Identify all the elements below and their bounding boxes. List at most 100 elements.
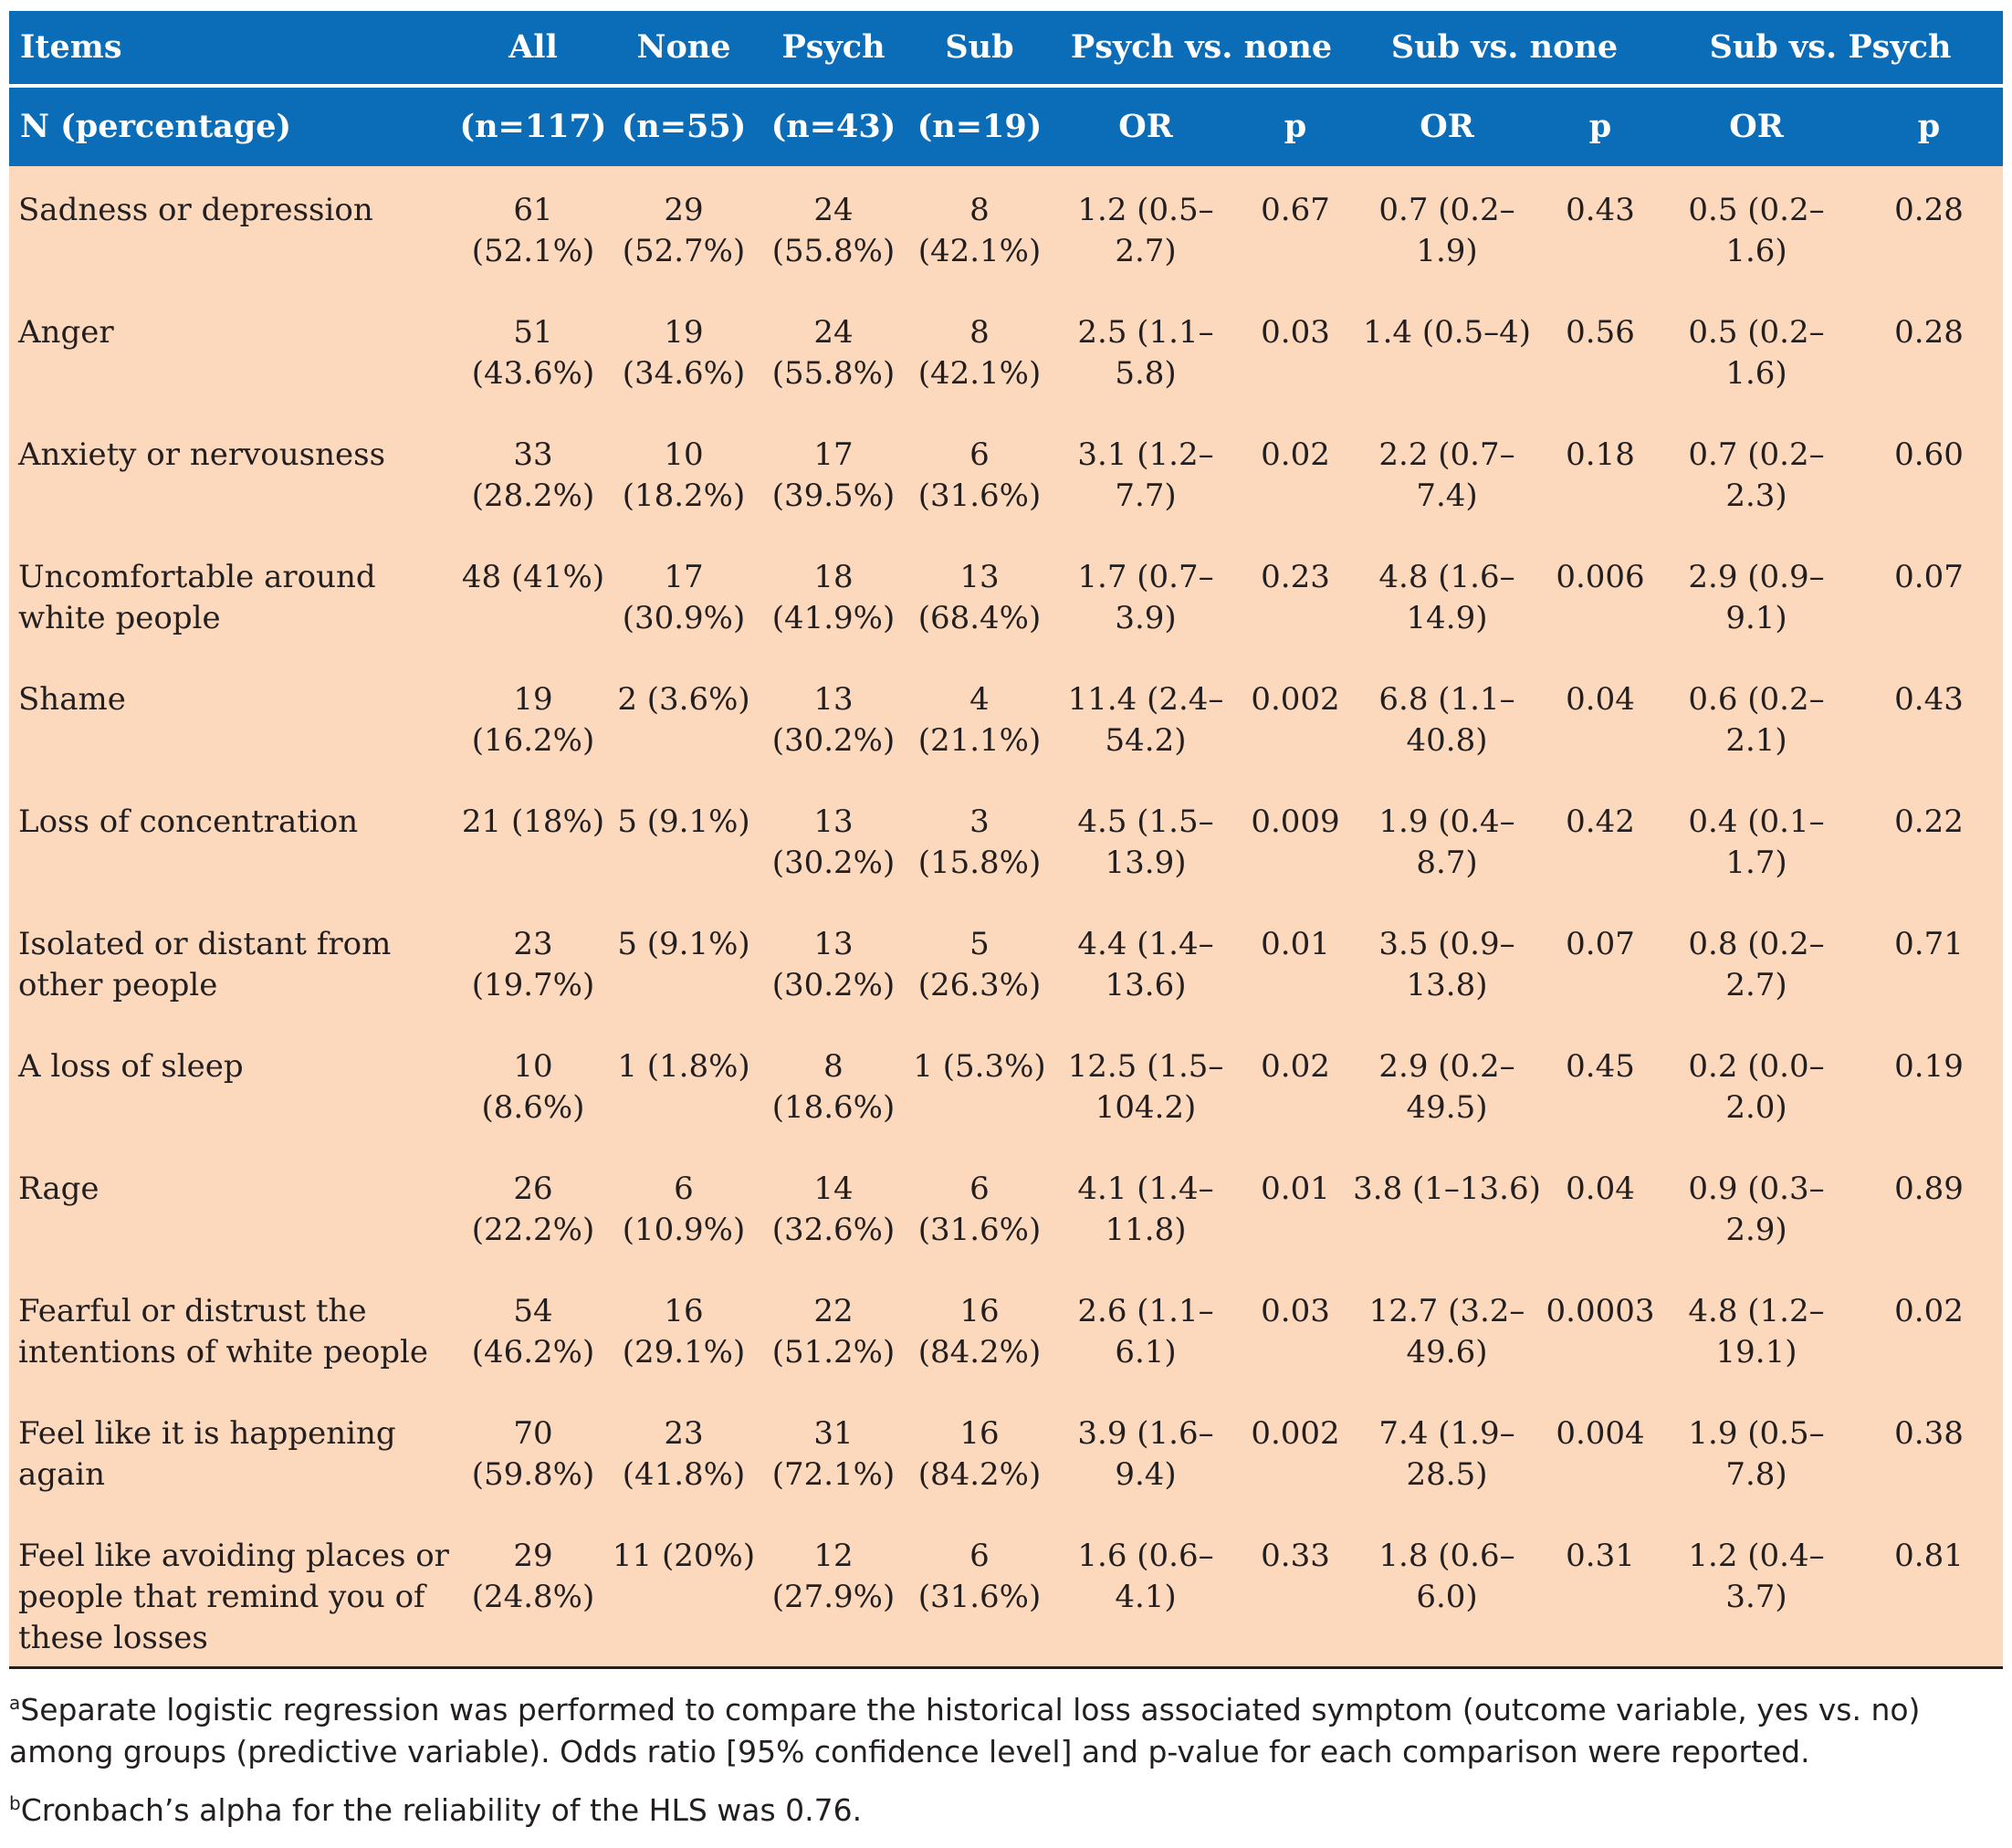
all-cell: 70 (59.8%) — [471, 1415, 595, 1493]
or-sub-psych-cell: 0.5 (0.2–1.6) — [1688, 314, 1825, 392]
sub-cell: 8 (42.1%) — [917, 314, 1042, 392]
header-n-percentage: N (percentage) — [20, 108, 292, 145]
item-cell: Anger — [18, 314, 114, 351]
p-psych-none-cell: 0.01 — [1261, 926, 1330, 962]
psych-cell: 22 (51.2%) — [771, 1293, 896, 1370]
or-sub-psych-cell: 0.7 (0.2–2.3) — [1688, 436, 1825, 514]
header-p-sub-none: p — [1588, 108, 1612, 145]
p-psych-none-cell: 0.01 — [1261, 1171, 1330, 1207]
p-sub-psych-cell: 0.28 — [1894, 192, 1964, 228]
header-or-sub-none: OR — [1420, 108, 1474, 145]
header-all: All — [458, 11, 608, 88]
table-row: Anxiety or nervousness 33 (28.2%) 10 (18.2… — [9, 415, 2003, 537]
or-psych-none-cell: 4.1 (1.4–11.8) — [1077, 1171, 1214, 1248]
header-psych: Psych — [760, 11, 907, 88]
p-sub-none-cell: 0.0003 — [1546, 1293, 1655, 1329]
item-cell: Sadness or depression — [18, 192, 373, 228]
p-sub-psych-cell: 0.38 — [1894, 1415, 1964, 1452]
table-footnotes: aSeparate logistic regression was perfor… — [9, 1689, 2003, 1832]
p-sub-psych-cell: 0.22 — [1894, 803, 1964, 840]
sub-cell: 6 (31.6%) — [917, 1171, 1042, 1248]
or-psych-none-cell: 2.5 (1.1–5.8) — [1077, 314, 1214, 392]
or-sub-none-cell: 0.7 (0.2–1.9) — [1378, 192, 1515, 269]
header-n-none: (n=55) — [621, 108, 747, 145]
header-n-all: (n=117) — [459, 108, 607, 145]
or-sub-none-cell: 2.2 (0.7–7.4) — [1378, 436, 1515, 514]
item-cell: Anxiety or nervousness — [18, 436, 386, 473]
psych-cell: 31 (72.1%) — [771, 1415, 896, 1493]
p-psych-none-cell: 0.03 — [1261, 1293, 1330, 1329]
none-cell: 29 (52.7%) — [622, 192, 746, 269]
none-cell: 10 (18.2%) — [622, 436, 746, 514]
or-sub-none-cell: 3.8 (1–13.6) — [1353, 1171, 1541, 1207]
sub-cell: 6 (31.6%) — [917, 1538, 1042, 1615]
p-psych-none-cell: 0.02 — [1261, 1048, 1330, 1085]
psych-cell: 13 (30.2%) — [771, 926, 896, 1003]
p-sub-none-cell: 0.31 — [1566, 1538, 1635, 1574]
table-row: Rage 26 (22.2%) 6 (10.9%) 14 (32.6%) 6 (31.6… — [9, 1149, 2003, 1271]
table-figure: Items All None Psych Sub Psych vs. none … — [9, 11, 2004, 1848]
psych-cell: 8 (18.6%) — [771, 1048, 896, 1126]
or-sub-none-cell: 2.9 (0.2–49.5) — [1378, 1048, 1515, 1126]
psych-cell: 18 (41.9%) — [771, 559, 896, 636]
psych-cell: 12 (27.9%) — [771, 1538, 896, 1615]
header-p-psych-none: p — [1284, 108, 1307, 145]
footnote-a-text: Separate logistic regression was perform… — [9, 1692, 1921, 1769]
or-psych-none-cell: 1.2 (0.5–2.7) — [1077, 192, 1214, 269]
table-row: Isolated or distant from other people 23 … — [9, 904, 2003, 1026]
psych-cell: 24 (55.8%) — [771, 314, 896, 392]
all-cell: 48 (41%) — [461, 559, 605, 595]
p-sub-psych-cell: 0.28 — [1894, 314, 1964, 351]
psych-cell: 24 (55.8%) — [771, 192, 896, 269]
p-psych-none-cell: 0.002 — [1251, 1415, 1340, 1452]
table-row: Loss of concentration 21 (18%) 5 (9.1%) 13 … — [9, 782, 2003, 904]
all-cell: 61 (52.1%) — [471, 192, 595, 269]
all-cell: 26 (22.2%) — [471, 1171, 595, 1248]
or-sub-psych-cell: 0.8 (0.2–2.7) — [1688, 926, 1825, 1003]
all-cell: 54 (46.2%) — [471, 1293, 595, 1370]
none-cell: 17 (30.9%) — [622, 559, 746, 636]
p-sub-psych-cell: 0.81 — [1894, 1538, 1964, 1574]
sub-cell: 16 (84.2%) — [917, 1293, 1042, 1370]
table-row: Feel like avoiding places or people that… — [9, 1516, 2003, 1666]
or-sub-psych-cell: 2.9 (0.9–9.1) — [1688, 559, 1825, 636]
all-cell: 33 (28.2%) — [471, 436, 595, 514]
psych-cell: 14 (32.6%) — [771, 1171, 896, 1248]
header-or-sub-psych: OR — [1729, 108, 1784, 145]
or-sub-none-cell: 1.8 (0.6–6.0) — [1378, 1538, 1515, 1615]
or-sub-none-cell: 1.9 (0.4–8.7) — [1378, 803, 1515, 881]
table-row: Uncomfortable around white people 48 (41%… — [9, 537, 2003, 659]
or-sub-none-cell: 7.4 (1.9–28.5) — [1378, 1415, 1515, 1493]
p-sub-psych-cell: 0.89 — [1894, 1171, 1964, 1207]
none-cell: 19 (34.6%) — [622, 314, 746, 392]
p-sub-none-cell: 0.45 — [1566, 1048, 1635, 1085]
p-sub-psych-cell: 0.19 — [1894, 1048, 1964, 1085]
header-none: None — [608, 11, 760, 88]
p-psych-none-cell: 0.009 — [1251, 803, 1340, 840]
sub-cell: 13 (68.4%) — [917, 559, 1042, 636]
table-row: Shame 19 (16.2%) 2 (3.6%) 13 (30.2%) 4 (21.1… — [9, 659, 2003, 782]
p-sub-psych-cell: 0.71 — [1894, 926, 1964, 962]
p-sub-none-cell: 0.42 — [1566, 803, 1635, 840]
none-cell: 23 (41.8%) — [622, 1415, 746, 1493]
or-psych-none-cell: 3.1 (1.2–7.7) — [1077, 436, 1214, 514]
sub-cell: 3 (15.8%) — [917, 803, 1042, 881]
sub-cell: 16 (84.2%) — [917, 1415, 1042, 1493]
item-cell: Uncomfortable around white people — [18, 559, 376, 636]
sub-cell: 1 (5.3%) — [913, 1048, 1046, 1085]
or-sub-psych-cell: 0.5 (0.2–1.6) — [1688, 192, 1825, 269]
header-sub-vs-none: Sub vs. none — [1351, 11, 1659, 88]
none-cell: 1 (1.8%) — [617, 1048, 750, 1085]
p-psych-none-cell: 0.002 — [1251, 681, 1340, 718]
item-cell: Rage — [18, 1171, 100, 1207]
header-or-psych-none: OR — [1118, 108, 1173, 145]
p-sub-psych-cell: 0.43 — [1894, 681, 1964, 718]
header-psych-vs-none: Psych vs. none — [1052, 11, 1352, 88]
all-cell: 29 (24.8%) — [471, 1538, 595, 1615]
none-cell: 16 (29.1%) — [622, 1293, 746, 1370]
sub-cell: 8 (42.1%) — [917, 192, 1042, 269]
item-cell: Loss of concentration — [18, 803, 359, 840]
psych-cell: 17 (39.5%) — [771, 436, 896, 514]
table-row: Anger 51 (43.6%) 19 (34.6%) 24 (55.8%) 8 (42… — [9, 292, 2003, 415]
all-cell: 21 (18%) — [461, 803, 605, 840]
